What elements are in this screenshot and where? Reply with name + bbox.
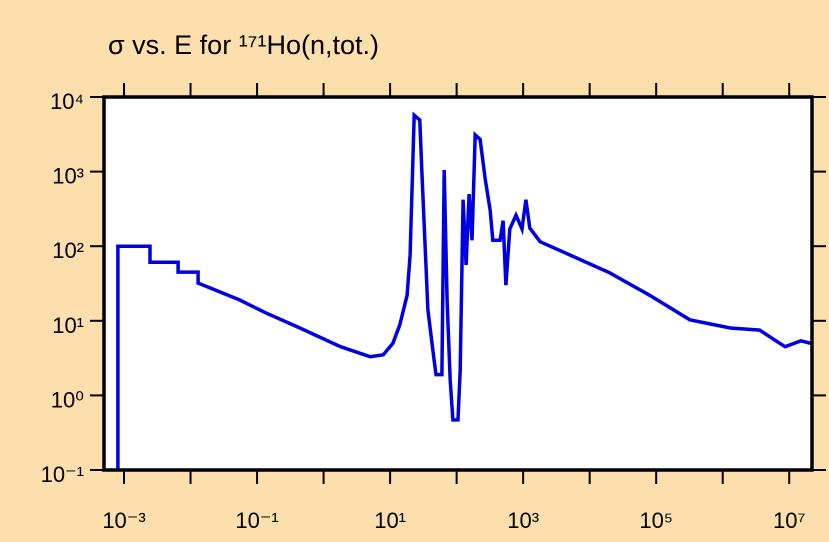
x-tick-label: 10⁷ — [773, 508, 805, 533]
x-tick-label: 10⁻¹ — [235, 508, 278, 533]
x-tick-label: 10³ — [507, 508, 539, 533]
x-tick-label: 10⁻³ — [102, 508, 145, 533]
marks — [116, 111, 812, 470]
plot-frame — [102, 95, 814, 472]
y-tick-label: 10⁻¹ — [41, 462, 84, 487]
chart-title: σ vs. E for ¹⁷¹Ho(n,tot.) — [108, 30, 379, 60]
y-tick-label: 10¹ — [52, 313, 84, 338]
y-tick-label: 10⁴ — [50, 89, 84, 114]
x-tick-label: 10¹ — [374, 508, 406, 533]
y-tick-label: 10³ — [52, 164, 84, 189]
data-line — [116, 111, 812, 470]
y-tick-label: 10² — [52, 238, 84, 263]
x-tick-label: 10⁵ — [639, 508, 673, 533]
y-tick-label: 10⁰ — [51, 387, 84, 412]
